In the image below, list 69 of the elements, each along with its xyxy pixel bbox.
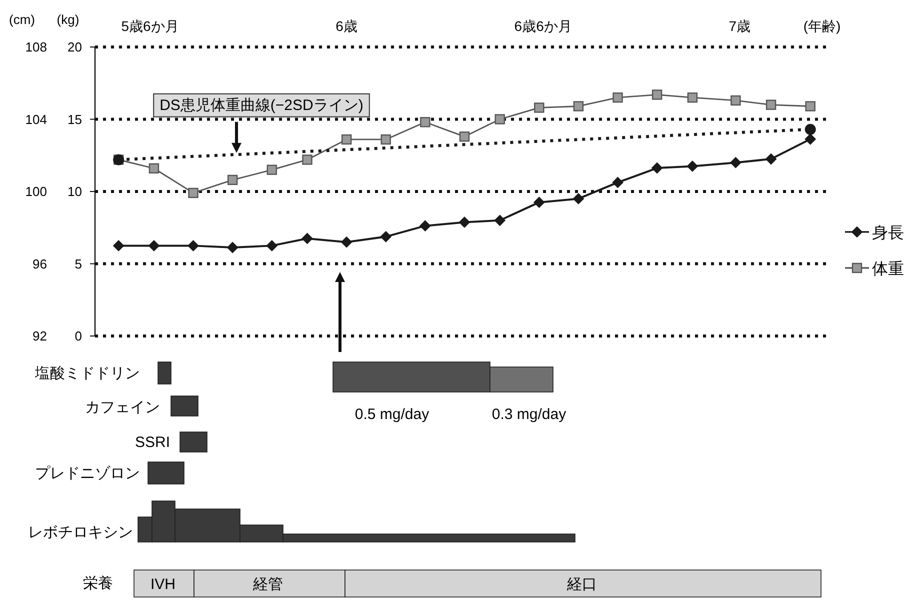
- point: [766, 153, 777, 164]
- text: IVH: [150, 576, 176, 593]
- point: [534, 196, 545, 208]
- text: 0.3 mg/day: [492, 406, 567, 423]
- point: [573, 101, 584, 112]
- point: [227, 174, 238, 186]
- text: 塩酸ミドドリン: [34, 365, 140, 382]
- point: [730, 157, 742, 168]
- x-tick-label: 6歳: [336, 18, 358, 34]
- point: [686, 160, 698, 172]
- point: [652, 90, 662, 100]
- point: [730, 95, 741, 106]
- point: [188, 188, 198, 198]
- y2-tick-label: 100: [25, 184, 47, 199]
- point: [266, 240, 278, 252]
- point: [804, 134, 816, 145]
- point: [148, 163, 160, 174]
- y2-tick-label: 96: [32, 256, 47, 272]
- point: [380, 134, 391, 145]
- point: [612, 176, 624, 188]
- x-tick-label: 7歳: [728, 18, 750, 34]
- legend-label: 身長: [872, 224, 904, 242]
- legend-label: 体重: [872, 260, 904, 278]
- text: レボチロキシン: [28, 524, 133, 541]
- point: [420, 220, 431, 232]
- point: [302, 232, 313, 244]
- point: [266, 164, 277, 175]
- text: プレドニゾロン: [35, 465, 140, 482]
- point: [420, 117, 430, 128]
- point: [494, 214, 506, 226]
- x-tick-label: 6歳6か月: [514, 18, 572, 34]
- text: カフェイン: [85, 399, 160, 416]
- point: [148, 240, 160, 252]
- point: [458, 216, 470, 228]
- text: 0.5 mg/day: [354, 406, 430, 423]
- y-tick-label: 5: [74, 256, 82, 272]
- point: [302, 154, 312, 165]
- point: [227, 242, 238, 253]
- text: 経口: [566, 576, 597, 593]
- y-tick-label: 15: [68, 112, 82, 127]
- point: [380, 231, 392, 242]
- y2-axis-title: (cm): [9, 12, 35, 27]
- point: [804, 124, 816, 135]
- point: [113, 240, 124, 252]
- y-tick-label: 20: [68, 40, 82, 54]
- point: [188, 240, 199, 252]
- point: [805, 101, 816, 112]
- point: [612, 92, 623, 103]
- y-tick-label: 0: [74, 328, 82, 344]
- text: 栄養: [83, 575, 113, 592]
- point: [572, 193, 584, 204]
- point: [341, 134, 352, 145]
- x-axis-title: (年齢): [803, 18, 841, 34]
- y2-tick-label: 108: [25, 40, 47, 54]
- x-tick-label: 5歳6か月: [121, 18, 179, 34]
- y-axis-title: (kg): [56, 12, 80, 27]
- text: 経管: [252, 576, 283, 593]
- y2-tick-label: 92: [32, 328, 47, 344]
- text: SSRI: [134, 434, 170, 451]
- point: [687, 92, 698, 103]
- point: [494, 114, 505, 124]
- y2-tick-label: 104: [25, 112, 47, 127]
- point: [534, 102, 544, 113]
- point: [341, 236, 352, 248]
- point: [459, 131, 470, 142]
- y-tick-label: 10: [68, 184, 82, 199]
- point: [766, 100, 776, 110]
- annotation: DS患児体重曲線(−2SDライン): [160, 96, 364, 114]
- point: [652, 162, 663, 174]
